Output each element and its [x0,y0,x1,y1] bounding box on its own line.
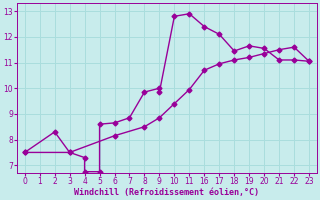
X-axis label: Windchill (Refroidissement éolien,°C): Windchill (Refroidissement éolien,°C) [74,188,260,197]
